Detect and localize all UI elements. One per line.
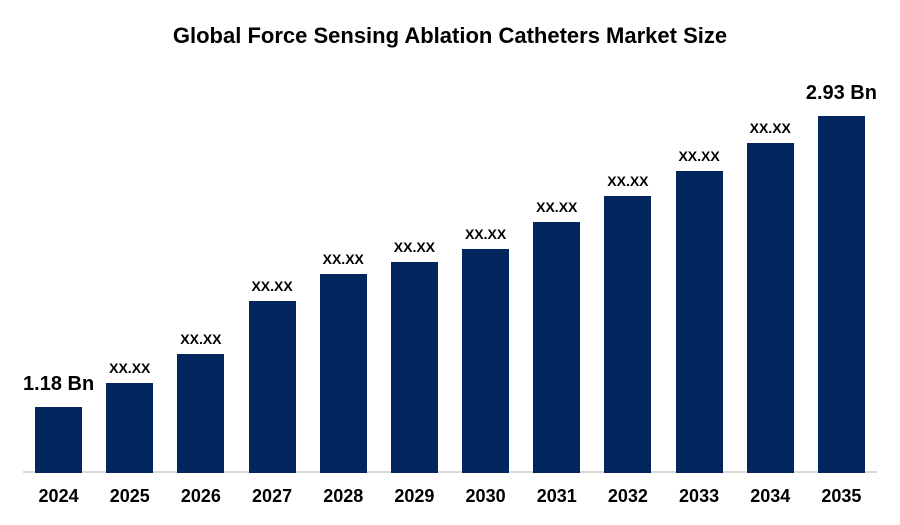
x-label-2033: 2033 [679,486,720,506]
bar-2035 [817,116,865,473]
value-label-2034: XX.XX [749,120,791,137]
x-label-2024: 2024 [38,486,79,506]
bar-2030 [462,249,510,473]
x-label-2035: 2035 [821,486,862,506]
bar-2028 [319,274,367,473]
chart-title: Global Force Sensing Ablation Catheters … [172,23,728,48]
bar-2031 [533,222,581,473]
x-label-2027: 2027 [252,486,293,506]
value-label-2024: 1.18 Bn [23,373,95,395]
bar-2024 [35,407,83,473]
x-label-2034: 2034 [750,486,791,506]
bar-2034 [746,143,794,473]
bar-2032 [604,196,652,473]
x-label-2031: 2031 [536,486,577,506]
x-axis-line [23,471,877,473]
x-label-2029: 2029 [394,486,435,506]
bar-2026 [177,354,225,473]
value-label-2031: XX.XX [536,199,578,216]
value-label-2029: XX.XX [393,239,436,256]
value-label-2026: XX.XX [180,331,222,348]
x-label-2032: 2032 [607,486,648,506]
x-label-2030: 2030 [465,486,506,506]
value-label-2035: 2.93 Bn [805,82,877,104]
x-label-2026: 2026 [180,486,221,506]
x-label-2025: 2025 [109,486,150,506]
x-label-2028: 2028 [323,486,364,506]
value-label-2027: XX.XX [251,278,293,295]
value-label-2028: XX.XX [322,251,364,268]
bar-2025 [106,383,154,473]
bar-2027 [248,301,296,473]
value-label-2033: XX.XX [678,148,720,165]
value-label-2030: XX.XX [464,226,507,243]
bar-2029 [390,262,438,473]
value-label-2032: XX.XX [607,173,649,190]
bar-2033 [675,171,723,473]
value-label-2025: XX.XX [109,360,151,377]
